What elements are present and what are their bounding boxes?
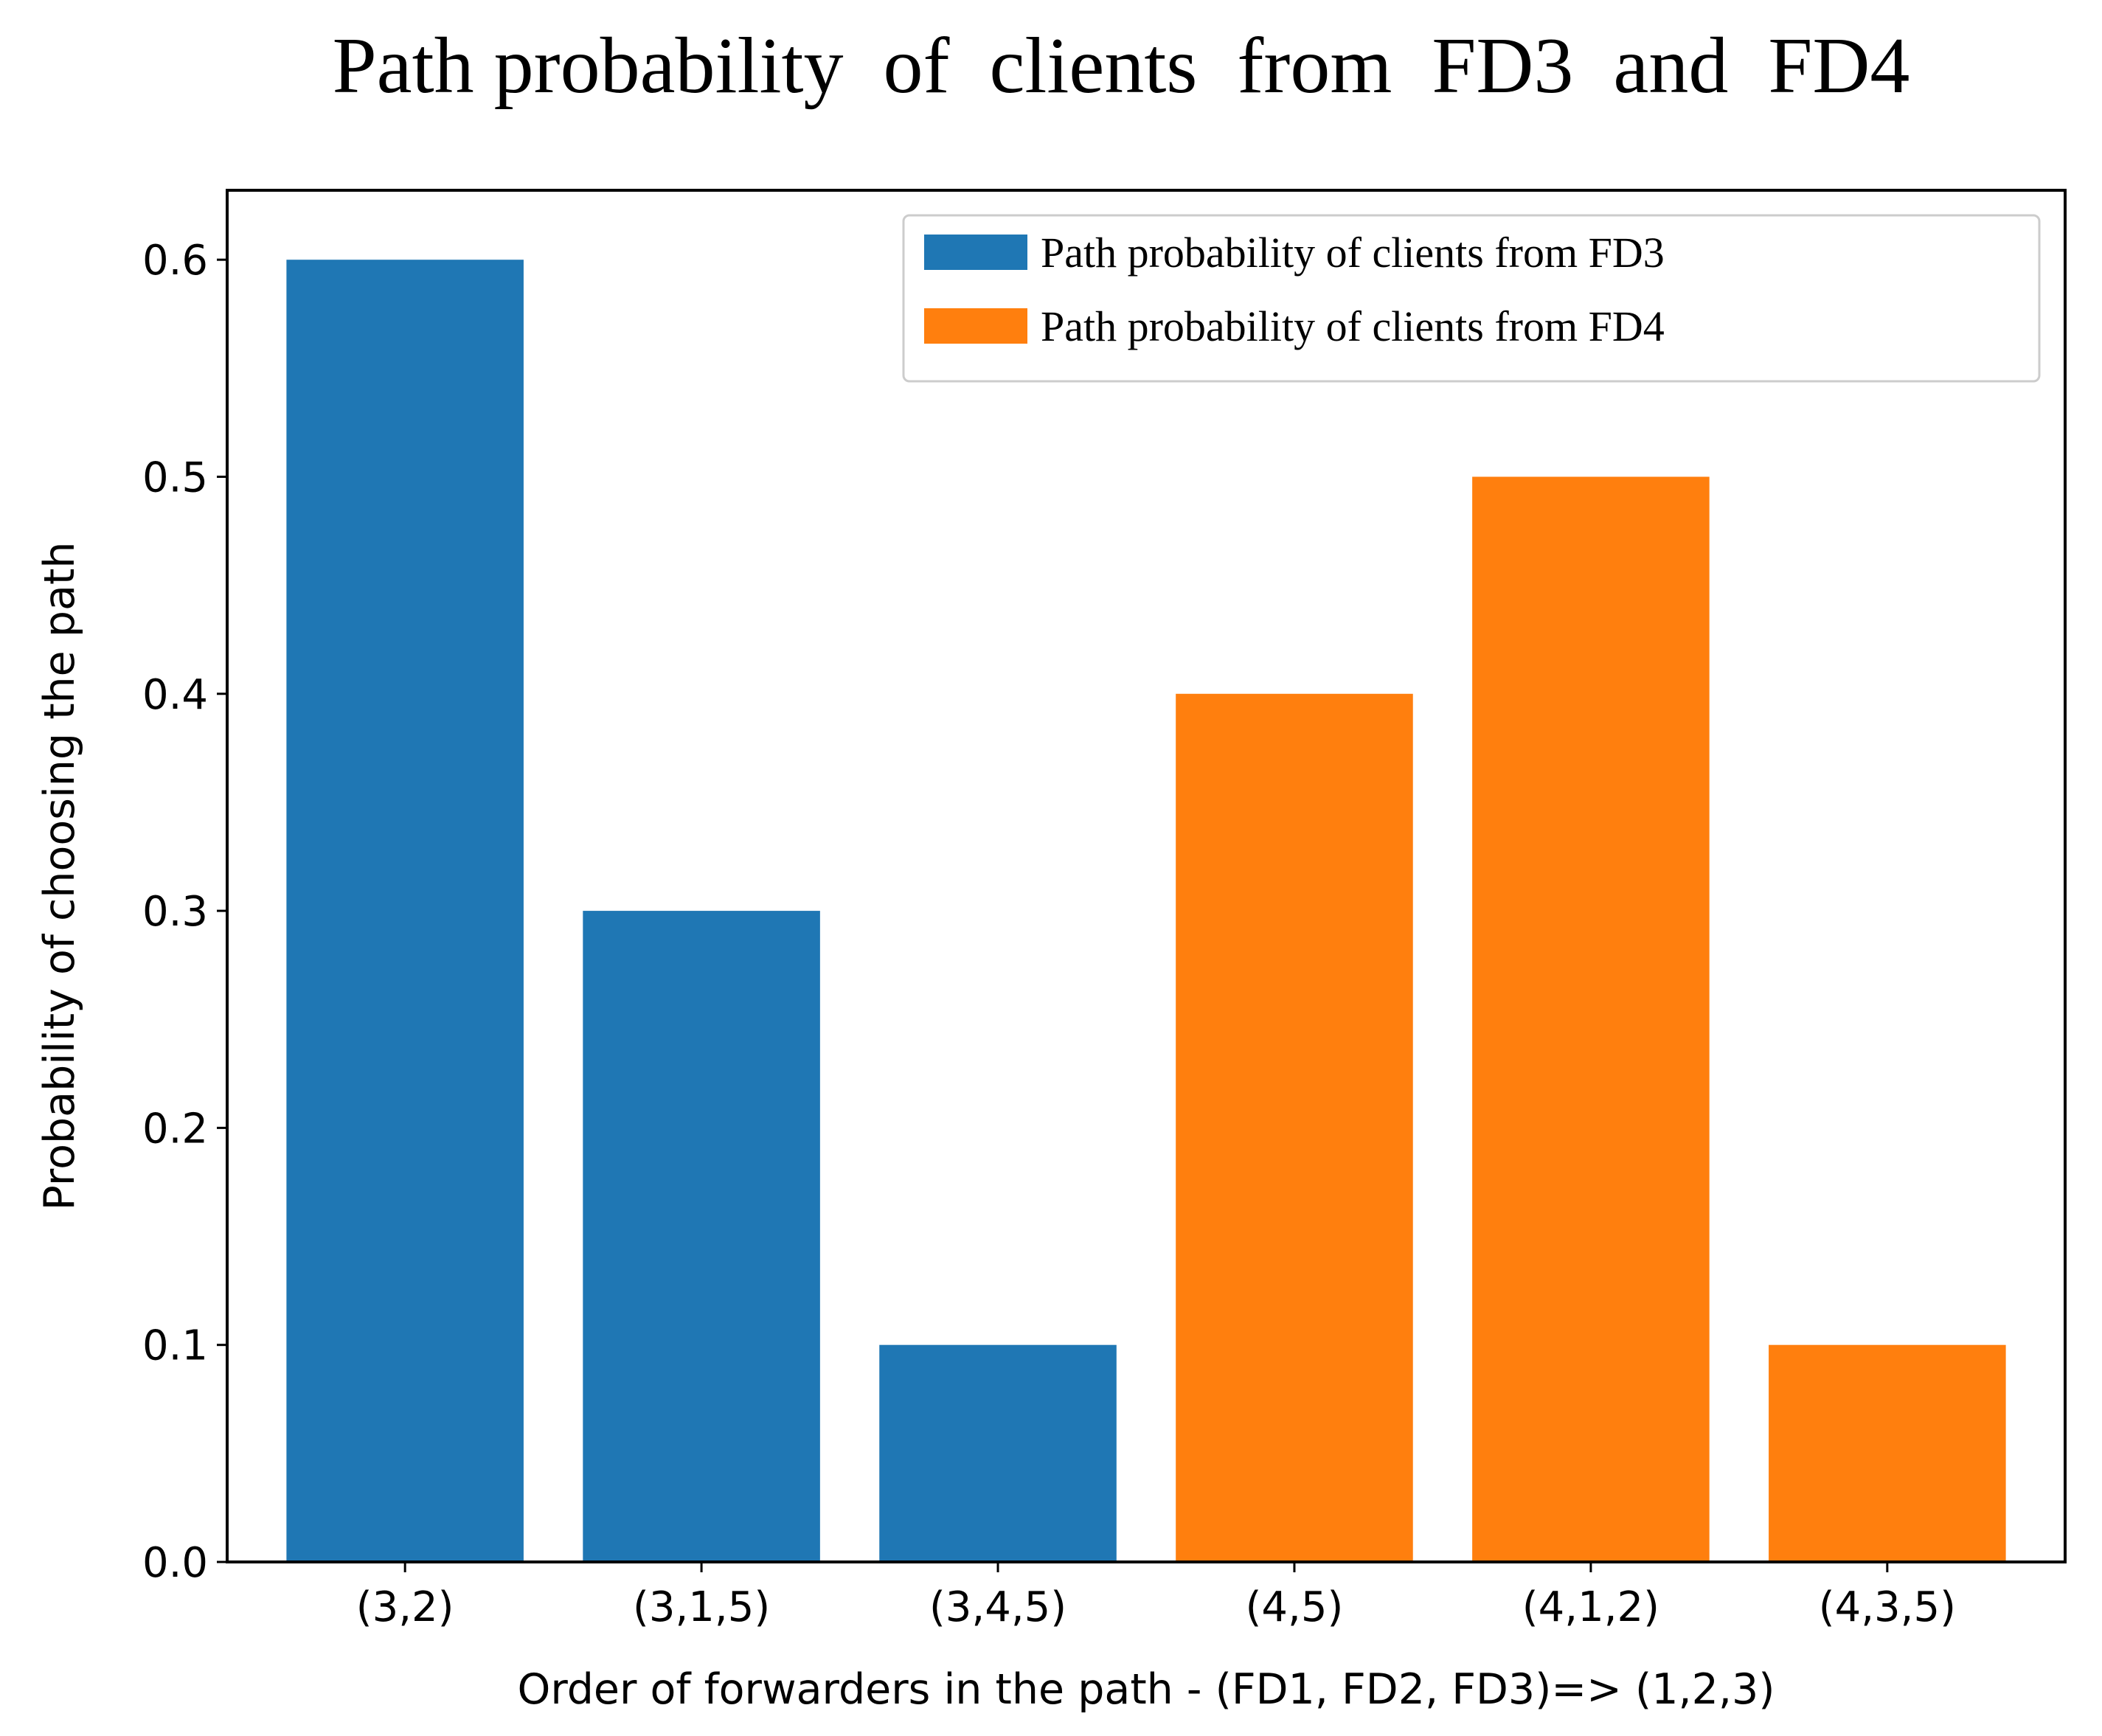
bar-series-1-(3,2)	[286, 260, 524, 1562]
bar-series-2-(4,1,2)	[1472, 476, 1710, 1563]
legend-label-1: Path probability of clients from FD3	[1041, 229, 1665, 277]
legend-swatch-1	[924, 235, 1027, 270]
legend: Path probability of clients from FD3 Path…	[902, 214, 2041, 383]
x-axis-label: Order of forwarders in the path - (FD1, …	[517, 1665, 1775, 1714]
y-axis-label: Probability of choosing the path	[35, 542, 84, 1211]
y-tick-label: 0.1	[142, 1322, 208, 1370]
x-tick-label: (3,4,5)	[929, 1583, 1066, 1631]
y-tick-label: 0.4	[142, 671, 208, 719]
bar-series-2-(4,5)	[1176, 693, 1413, 1562]
chart-title: Path probability of clients from FD3 and…	[333, 22, 1910, 110]
legend-label-2: Path probability of clients from FD4	[1041, 302, 1665, 350]
x-tick-label: (4,1,2)	[1522, 1583, 1659, 1631]
bar-series-1-(3,1,5)	[583, 911, 820, 1562]
bar-series-1-(3,4,5)	[879, 1344, 1117, 1562]
y-tick-label: 0.0	[142, 1539, 208, 1587]
x-tick-label: (3,2)	[356, 1583, 454, 1631]
y-axis: 0.0 0.1 0.2 0.3 0.4 0.5 0.6	[142, 237, 227, 1587]
y-tick-label: 0.5	[142, 454, 208, 501]
y-tick-label: 0.3	[142, 888, 208, 936]
legend-box	[902, 214, 2041, 383]
x-tick-label: (4,5)	[1246, 1583, 1344, 1631]
y-tick-label: 0.2	[142, 1105, 208, 1153]
bar-series-2-(4,3,5)	[1769, 1344, 2006, 1562]
x-axis: (3,2) (3,1,5) (3,4,5) (4,5) (4,1,2) (4,3,5)	[356, 1562, 1956, 1631]
plot-frame	[226, 189, 2067, 1563]
x-tick-label: (3,1,5)	[633, 1583, 770, 1631]
x-tick-label: (4,3,5)	[1819, 1583, 1956, 1631]
y-tick-label: 0.6	[142, 237, 208, 285]
legend-swatch-2	[924, 308, 1027, 344]
bars-group	[286, 260, 2006, 1563]
